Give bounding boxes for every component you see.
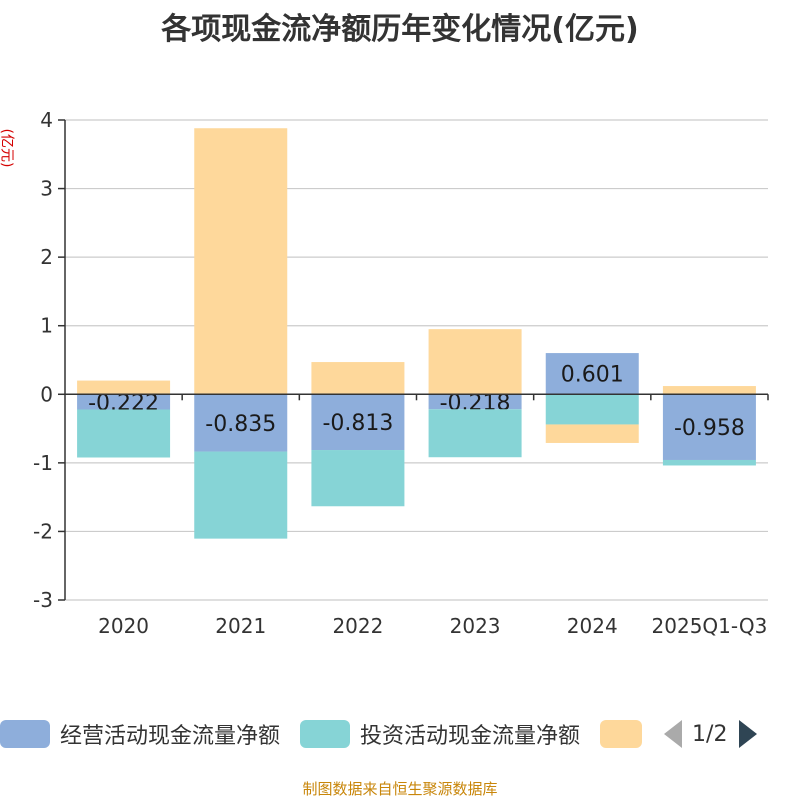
- y-tick-label: 3: [40, 177, 53, 201]
- x-tick-label: 2020: [98, 614, 149, 638]
- x-tick-label: 2022: [332, 614, 383, 638]
- legend-swatch-investing: [300, 720, 351, 748]
- y-tick-label: 1: [40, 314, 53, 338]
- legend-next-page-icon[interactable]: [739, 720, 758, 748]
- legend-item-investing[interactable]: 投资活动现金流量净额: [300, 718, 580, 750]
- bar-financing: [545, 424, 639, 443]
- x-tick-label: 2024: [567, 614, 618, 638]
- bar-operating: [77, 394, 171, 410]
- bar-chart: 43210-1-2-3-0.2222020-0.8352021-0.813202…: [33, 108, 769, 638]
- legend-item-financing[interactable]: [600, 720, 643, 748]
- bar-investing: [77, 409, 171, 458]
- y-tick-label: 4: [40, 108, 53, 132]
- data-source-footer: 制图数据来自恒生聚源数据库: [302, 780, 498, 798]
- legend-prev-page-icon[interactable]: [664, 720, 683, 748]
- legend-item-operating[interactable]: 经营活动现金流量净额: [0, 718, 280, 750]
- bar-operating: [545, 353, 639, 395]
- legend-label-operating: 经营活动现金流量净额: [60, 724, 281, 749]
- bar-operating: [428, 394, 522, 410]
- y-tick-label: -1: [33, 451, 53, 475]
- data-label: 0.601: [561, 363, 624, 388]
- data-label: -0.813: [322, 411, 393, 436]
- bar-operating: [662, 394, 756, 460]
- bar-operating: [311, 394, 405, 451]
- bar-investing: [545, 394, 639, 425]
- x-tick-label: 2021: [215, 614, 266, 638]
- chart-title: 各项现金流净额历年变化情况(亿元): [161, 12, 639, 47]
- x-tick-label: 2023: [450, 614, 501, 638]
- legend-swatch-operating: [0, 720, 50, 748]
- legend: 经营活动现金流量净额 投资活动现金流量净额 1/2: [0, 716, 800, 752]
- y-tick-label: 2: [40, 245, 53, 269]
- bar-financing: [662, 386, 756, 395]
- legend-swatch-financing: [600, 720, 643, 748]
- bar-financing: [194, 128, 288, 395]
- data-label: -0.958: [674, 416, 745, 441]
- bar-investing: [311, 450, 405, 507]
- y-tick-label: -3: [33, 588, 53, 612]
- bar-operating: [194, 394, 288, 452]
- bar-investing: [428, 409, 522, 458]
- y-tick-label: -2: [33, 519, 53, 543]
- bar-financing: [77, 380, 171, 395]
- legend-pager: 1/2: [664, 720, 758, 748]
- x-tick-label: 2025Q1-Q3: [652, 614, 768, 638]
- legend-label-investing: 投资活动现金流量净额: [360, 724, 581, 749]
- bar-investing: [194, 451, 288, 539]
- y-tick-label: 0: [40, 382, 53, 406]
- bar-financing: [311, 362, 405, 395]
- legend-page-indicator: 1/2: [692, 721, 728, 747]
- bar-financing: [428, 329, 522, 395]
- data-label: -0.835: [205, 412, 276, 437]
- bar-investing: [662, 459, 756, 466]
